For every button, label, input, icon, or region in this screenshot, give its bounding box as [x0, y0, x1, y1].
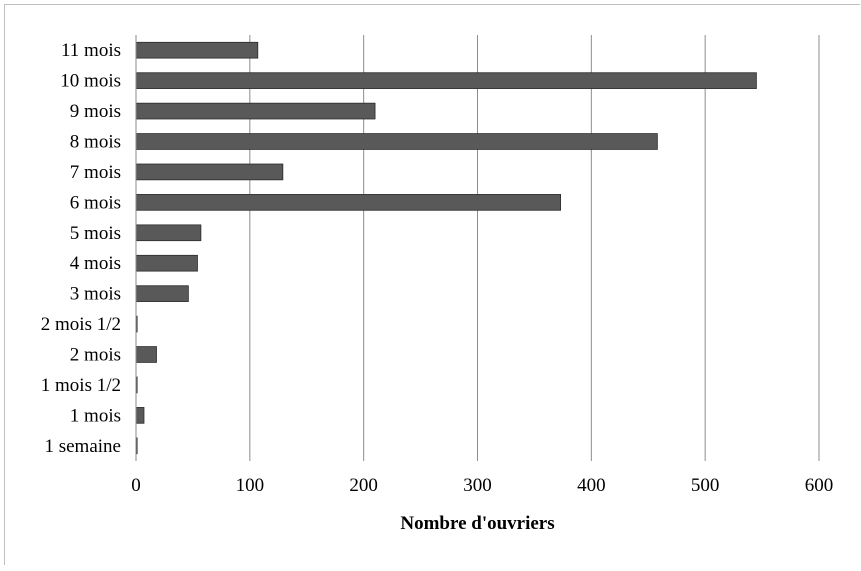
category-label: 9 mois: [70, 101, 121, 122]
x-axis-title: Nombre d'ouvriers: [400, 513, 554, 534]
category-label: 1 semaine: [44, 436, 121, 457]
x-tick-label: 400: [577, 475, 606, 496]
category-label: 8 mois: [70, 132, 121, 153]
chart-frame: 1 semaine 1 mois 1 mois 1/2 2 mois 2 mois 1/…: [4, 4, 860, 565]
category-label: 10 mois: [60, 71, 121, 92]
category-label: 11 mois: [61, 40, 121, 61]
bar: [135, 41, 259, 59]
category-label: 6 mois: [70, 192, 121, 213]
category-label: 5 mois: [70, 223, 121, 244]
x-tick-label: 200: [349, 475, 378, 496]
category-label: 1 mois 1/2: [41, 375, 121, 396]
bar: [135, 163, 284, 181]
gridlines: [249, 35, 820, 461]
x-tick-labels: 0 100 200 300 400 500 600: [131, 475, 833, 496]
bar: [135, 194, 561, 211]
bar: [135, 285, 189, 302]
bar: [135, 133, 658, 150]
x-tick-label: 600: [805, 475, 834, 496]
bar: [135, 224, 202, 242]
x-tick-label: 500: [691, 475, 720, 496]
category-labels: 1 semaine 1 mois 1 mois 1/2 2 mois 2 mois 1/…: [41, 40, 121, 457]
category-label: 7 mois: [70, 162, 121, 183]
x-tick-label: 0: [131, 475, 141, 496]
bars: [135, 41, 757, 455]
category-label: 2 mois: [70, 345, 121, 366]
category-label: 2 mois 1/2: [41, 314, 121, 335]
category-label: 4 mois: [70, 253, 121, 274]
category-label: 3 mois: [70, 284, 121, 305]
bar: [135, 72, 757, 89]
bar: [135, 407, 145, 424]
x-tick-label: 300: [463, 475, 492, 496]
bar: [135, 346, 157, 363]
x-tick-label: 100: [236, 475, 265, 496]
category-label: 1 mois: [70, 405, 121, 426]
bar: [135, 254, 198, 272]
bar: [135, 102, 376, 120]
bar-chart: 1 semaine 1 mois 1 mois 1/2 2 mois 2 mois 1/…: [41, 35, 833, 534]
